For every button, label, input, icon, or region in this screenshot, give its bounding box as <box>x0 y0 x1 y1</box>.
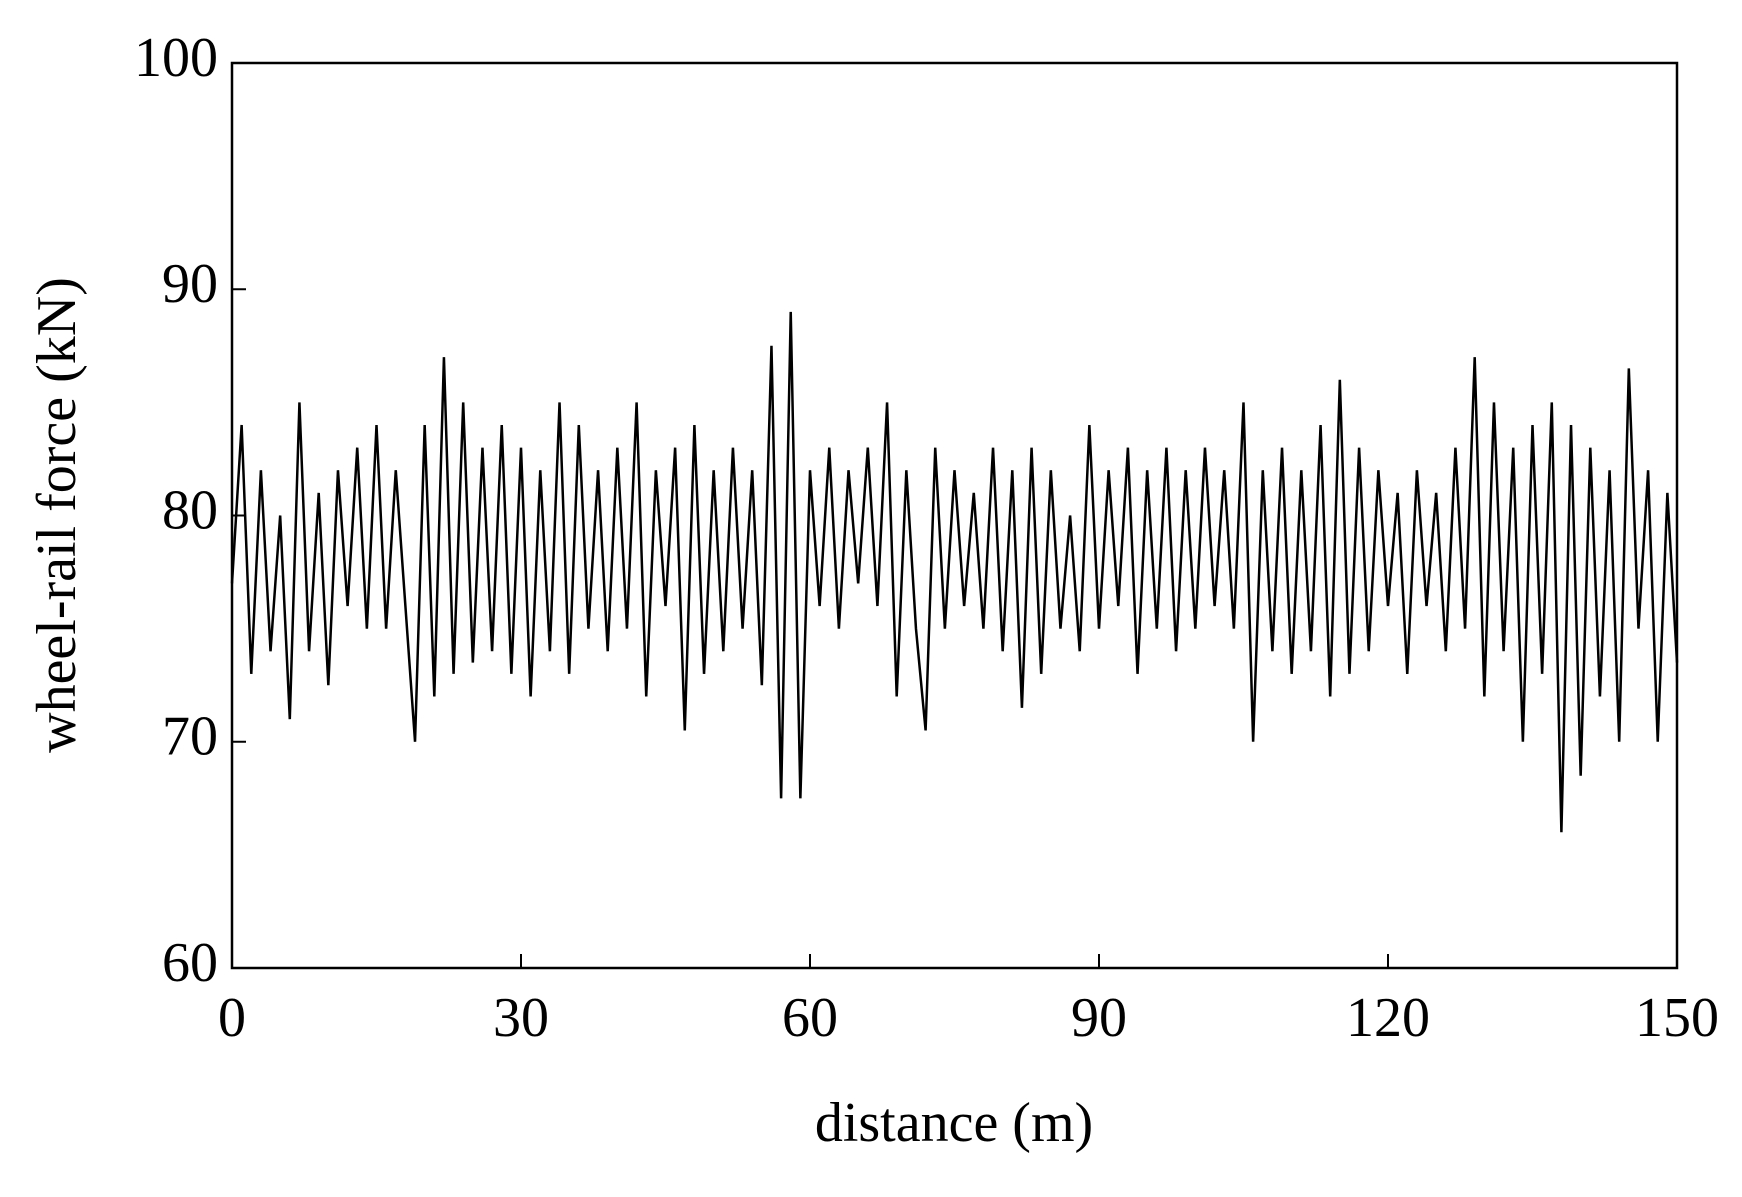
x-tick-label: 30 <box>493 987 549 1049</box>
y-axis-label: wheel-rail force (kN) <box>26 277 88 753</box>
x-tick-label: 0 <box>218 987 246 1049</box>
data-line <box>230 311 1679 833</box>
x-tick-label: 150 <box>1635 987 1719 1049</box>
x-tick-label: 90 <box>1071 987 1127 1049</box>
x-tick-label: 120 <box>1346 987 1430 1049</box>
y-tick-label: 60 <box>162 932 218 994</box>
y-tick-label: 100 <box>134 27 218 89</box>
x-tick-label: 60 <box>782 987 838 1049</box>
y-tick-label: 80 <box>162 479 218 541</box>
y-tick-label: 70 <box>162 706 218 768</box>
x-axis-label: distance (m) <box>815 1092 1093 1154</box>
y-tick-label: 90 <box>162 253 218 315</box>
